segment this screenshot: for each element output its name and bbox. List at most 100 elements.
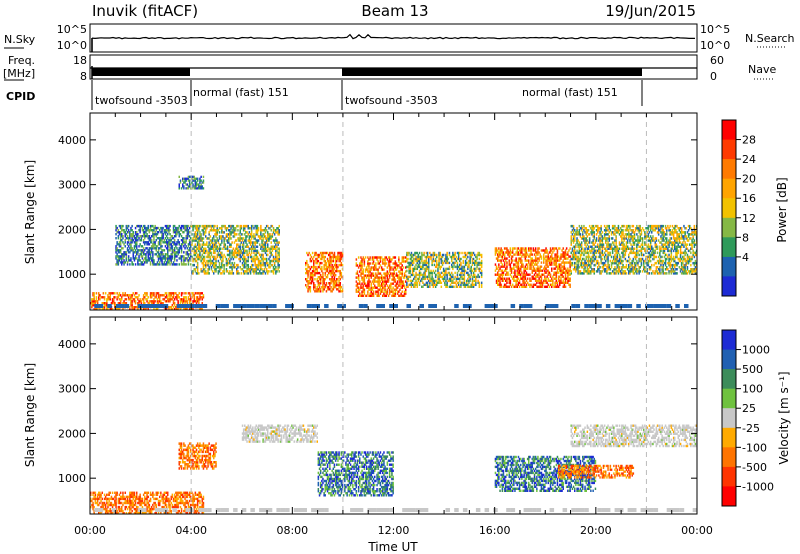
power-echo-cell (261, 245, 263, 248)
power-echo-cell (278, 249, 280, 253)
power-echo-cell (440, 259, 443, 263)
power-echo-cell (585, 257, 587, 261)
power-echo-cell (454, 257, 456, 261)
power-echo-cell (233, 227, 236, 230)
power-echo-cell (529, 279, 531, 282)
power-echo-cell (275, 247, 277, 250)
power-echo-cell (453, 281, 455, 284)
power-echo-cell (416, 281, 418, 284)
power-echo-cell (262, 272, 264, 275)
power-echo-cell (568, 277, 570, 280)
power-echo-cell (183, 259, 185, 262)
power-echo-cell (580, 245, 583, 248)
power-echo-cell (547, 273, 549, 276)
power-echo-cell (150, 259, 153, 262)
power-echo-cell (520, 267, 522, 270)
power-echo-cell (122, 235, 124, 238)
power-echo-cell (408, 261, 410, 265)
power-echo-cell (329, 282, 331, 285)
power-echo-cell (271, 247, 274, 250)
power-echo-cell (583, 268, 585, 271)
power-echo-cell (571, 257, 574, 261)
power-echo-cell (392, 292, 394, 295)
power-echo-cell (361, 294, 363, 297)
power-echo-cell (119, 241, 122, 244)
power-echo-cell (576, 239, 578, 242)
power-echo-cell (187, 235, 190, 238)
power-echo-cell (520, 259, 522, 262)
power-echo-cell (328, 286, 330, 289)
power-echo-cell (454, 271, 456, 275)
power-echo-cell (187, 175, 190, 178)
power-echo-cell (270, 229, 272, 232)
power-echo-cell (185, 257, 187, 260)
power-echo-cell (469, 257, 471, 261)
power-echo-cell (144, 233, 146, 236)
power-echo-cell (564, 257, 567, 260)
power-echo-cell (382, 294, 384, 297)
power-echo-cell (371, 274, 374, 277)
power-echo-cell (516, 273, 518, 276)
power-echo-cell (230, 251, 232, 255)
power-echo-cell (585, 239, 587, 242)
power-echo-cell (384, 258, 386, 261)
power-echo-cell (316, 261, 318, 265)
power-echo-cell (185, 298, 187, 301)
power-echo-cell (193, 235, 195, 238)
power-echo-cell (495, 249, 498, 252)
power-echo-cell (575, 243, 577, 246)
power-echo-cell (446, 283, 448, 286)
power-echo-cell (534, 275, 537, 278)
power-echo-cell (423, 267, 425, 271)
power-echo-cell (253, 270, 255, 273)
power-echo-cell (534, 283, 537, 286)
power-echo-cell (549, 255, 552, 258)
power-echo-cell (530, 265, 532, 268)
power-echo-cell (262, 259, 264, 263)
power-echo-cell (314, 278, 316, 281)
power-echo-cell (584, 247, 586, 250)
power-echo-cell (322, 290, 324, 293)
power-echo-cell (588, 224, 591, 228)
power-echo-cell (210, 259, 213, 263)
power-echo-cell (249, 272, 252, 275)
power-echo-cell (516, 277, 518, 280)
power-echo-cell (179, 181, 182, 184)
power-echo-cell (249, 253, 252, 257)
power-echo-cell (498, 279, 500, 282)
power-echo-cell (471, 259, 474, 263)
power-echo-cell (562, 255, 564, 258)
power-echo-cell (194, 259, 197, 263)
power-echo-cell (127, 255, 130, 258)
power-echo-cell (137, 233, 139, 236)
power-echo-cell (187, 185, 190, 188)
power-echo-cell (375, 272, 377, 275)
power-echo-cell (208, 247, 210, 250)
power-echo-cell (396, 290, 399, 293)
power-echo-cell (196, 257, 199, 261)
power-echo-cell (205, 231, 207, 234)
power-echo-cell (437, 275, 439, 279)
power-echo-cell (529, 263, 531, 266)
power-echo-cell (113, 298, 115, 301)
power-echo-cell (239, 266, 241, 269)
power-echo-cell (553, 285, 555, 288)
power-echo-cell (441, 275, 444, 279)
power-echo-cell (501, 249, 504, 252)
power-echo-cell (455, 279, 458, 283)
power-echo-cell (194, 185, 197, 188)
power-echo-cell (147, 253, 149, 256)
power-echo-cell (510, 267, 513, 270)
power-echo-cell (207, 245, 209, 248)
power-echo-cell (361, 266, 363, 269)
power-echo-cell (208, 251, 210, 255)
power-echo-cell (154, 263, 156, 266)
power-echo-cell (147, 226, 149, 230)
power-echo-cell (585, 231, 587, 234)
power-echo-cell (321, 251, 323, 255)
power-echo-cell (461, 267, 463, 271)
power-echo-cell (126, 241, 129, 244)
power-echo-cell (577, 272, 579, 275)
power-echo-cell (276, 259, 278, 263)
power-echo-cell (318, 263, 321, 267)
